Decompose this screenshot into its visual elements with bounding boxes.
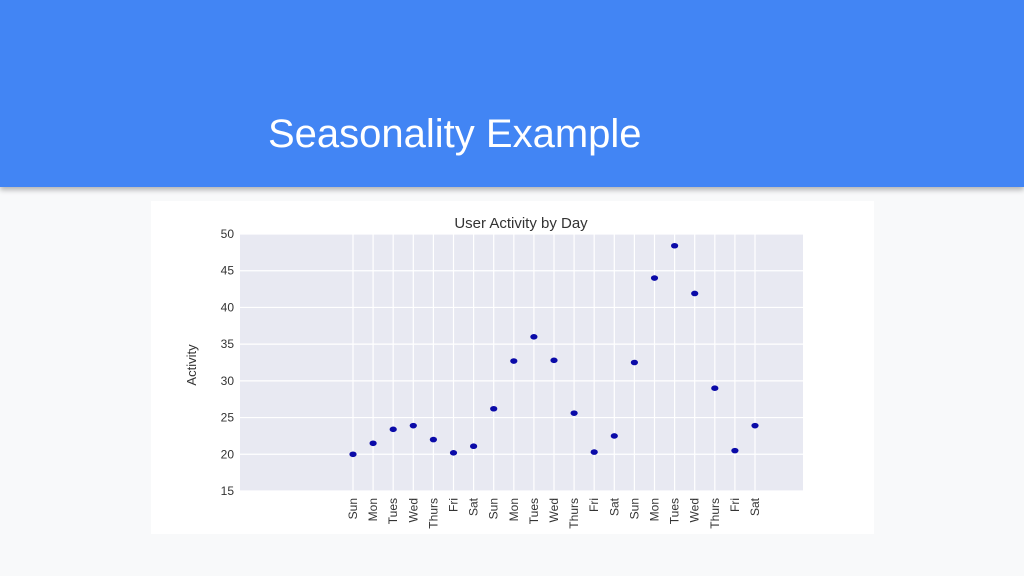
- x-tick-label: Sat: [467, 497, 481, 516]
- x-tick-label: Sun: [346, 498, 360, 519]
- x-tick-label: Fri: [587, 498, 601, 512]
- data-point: [691, 290, 699, 297]
- data-points: [349, 242, 759, 458]
- x-tick-label: Wed: [406, 498, 420, 522]
- data-point: [349, 451, 357, 458]
- y-tick-label: 15: [221, 484, 235, 498]
- chart-title: User Activity by Day: [454, 215, 588, 232]
- data-point: [530, 334, 538, 340]
- data-point: [590, 449, 598, 455]
- y-tick-label: 25: [221, 411, 235, 425]
- data-point: [389, 426, 397, 433]
- y-tick-label: 35: [221, 337, 235, 351]
- data-point: [510, 358, 518, 364]
- y-tick-label: 50: [221, 227, 235, 241]
- vertical-gridlines: [352, 234, 756, 491]
- x-tick-labels: Sun Mon Tues Wed Thurs Fri Sat Sun Mon Tues Wed Thu…: [346, 497, 762, 528]
- data-point: [711, 385, 719, 391]
- x-tick-label: Tues: [527, 498, 541, 524]
- y-tick-label: 45: [221, 264, 235, 278]
- y-tick-label: 20: [221, 447, 235, 461]
- data-point: [570, 410, 578, 416]
- data-point: [671, 242, 679, 249]
- x-tick-label: Wed: [547, 498, 561, 522]
- x-tick-label: Sat: [748, 497, 762, 516]
- chart-card: User Activity by Day 15 20 25 30 35 40 45 50 Su…: [151, 201, 874, 534]
- data-point: [731, 447, 739, 454]
- y-tick-labels: 15 20 25 30 35 40 45 50: [221, 227, 235, 498]
- x-tick-label: Thurs: [426, 498, 440, 529]
- x-tick-label: Fri: [447, 498, 461, 512]
- data-point: [470, 443, 478, 450]
- plot-area: [240, 234, 803, 491]
- data-point: [650, 275, 659, 281]
- x-tick-label: Thurs: [708, 498, 722, 529]
- x-tick-label: Mon: [366, 498, 380, 521]
- data-point: [490, 405, 498, 412]
- x-tick-label: Mon: [507, 498, 521, 521]
- x-tick-label: Sun: [627, 498, 641, 519]
- horizontal-gridlines: [240, 233, 803, 492]
- x-tick-label: Thurs: [567, 498, 581, 529]
- x-tick-label: Tues: [668, 498, 682, 524]
- scatter-chart: User Activity by Day 15 20 25 30 35 40 45 50 Su…: [184, 215, 803, 529]
- data-point: [409, 422, 417, 429]
- data-point: [429, 436, 437, 443]
- x-tick-label: Wed: [688, 498, 702, 522]
- slide-header: Seasonality Example: [0, 0, 1024, 187]
- data-point: [550, 357, 558, 364]
- data-point: [610, 433, 618, 439]
- x-tick-label: Fri: [728, 498, 742, 512]
- y-tick-label: 40: [221, 300, 235, 314]
- x-tick-label: Sun: [487, 498, 501, 519]
- data-point: [751, 422, 759, 429]
- x-tick-label: Sat: [607, 497, 621, 516]
- y-tick-label: 30: [221, 374, 235, 388]
- x-tick-label: Mon: [648, 498, 662, 521]
- data-point: [630, 359, 638, 366]
- x-tick-label: Tues: [386, 498, 400, 524]
- data-point: [369, 440, 377, 447]
- data-point: [449, 450, 458, 456]
- slide-title: Seasonality Example: [268, 112, 642, 156]
- y-axis-label: Activity: [184, 344, 199, 386]
